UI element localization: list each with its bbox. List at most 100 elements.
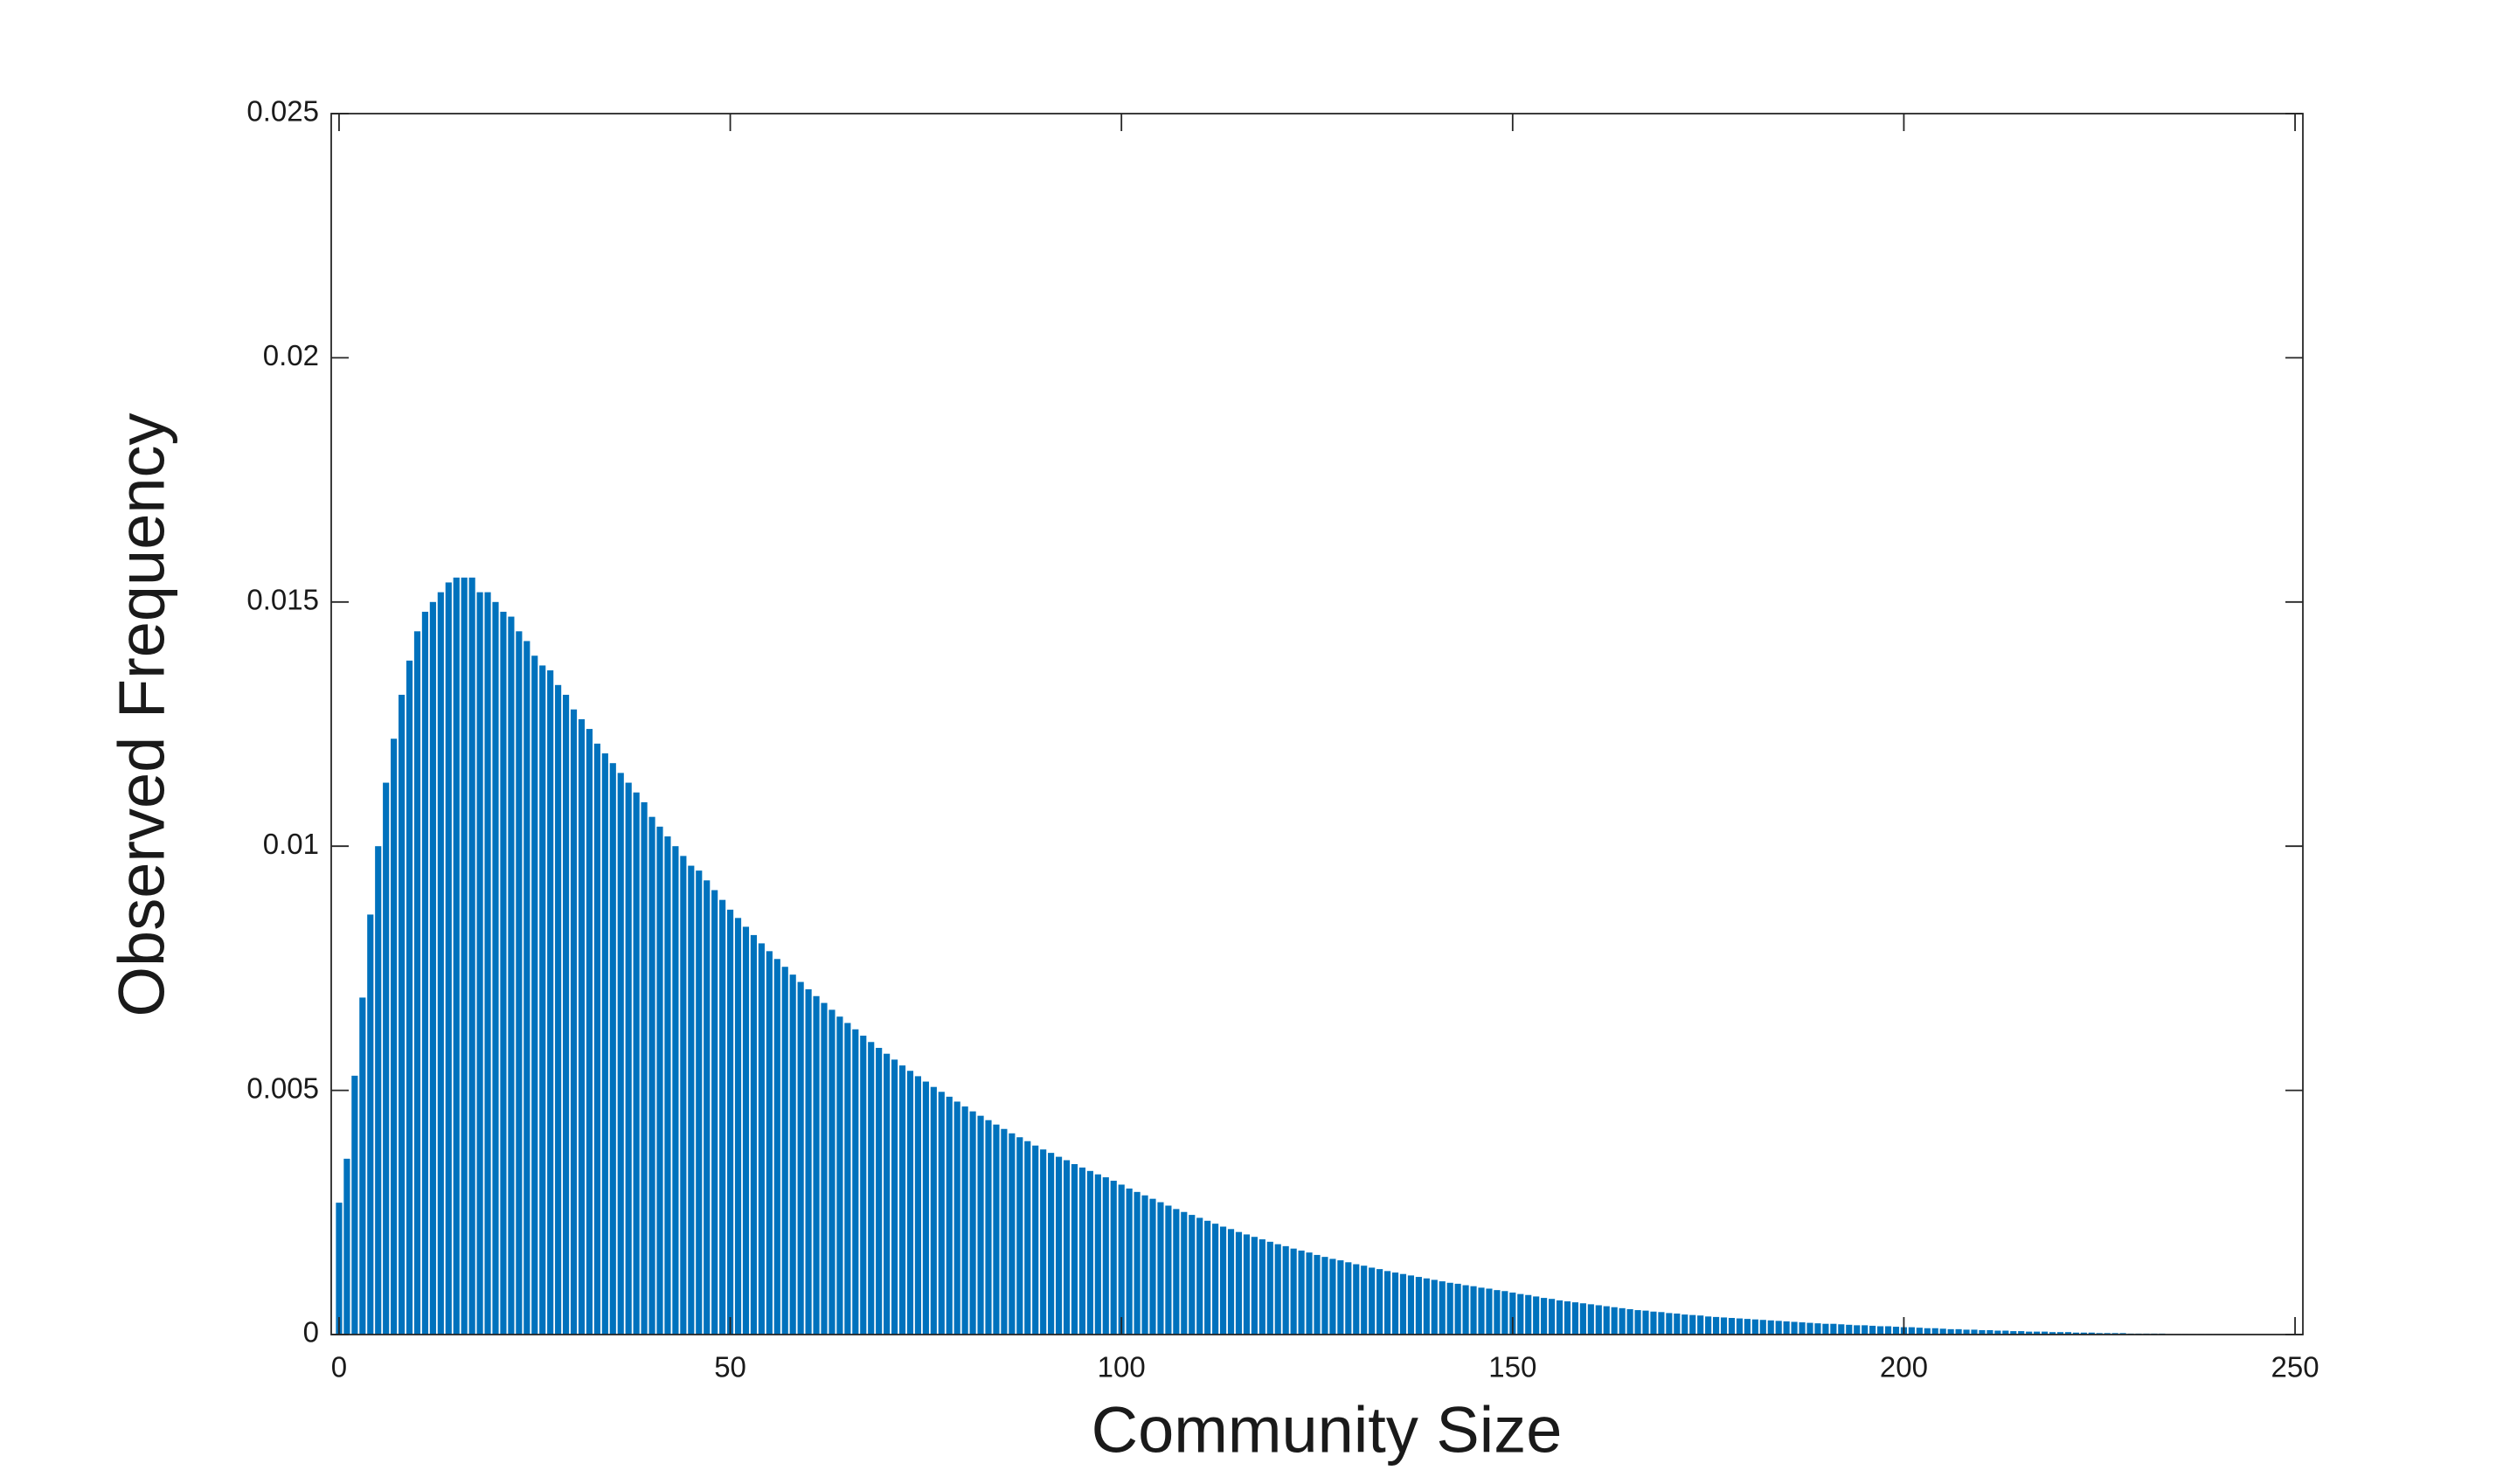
- bar: [2002, 1330, 2009, 1335]
- bar: [461, 577, 468, 1335]
- bar: [1266, 1241, 1273, 1335]
- bar: [601, 753, 608, 1335]
- bar: [641, 801, 648, 1335]
- bar: [500, 611, 507, 1335]
- bar: [1884, 1326, 1892, 1335]
- bar: [1353, 1264, 1360, 1335]
- bar: [1110, 1180, 1117, 1335]
- bar: [680, 856, 687, 1335]
- bar: [688, 865, 695, 1335]
- bar: [1314, 1254, 1321, 1335]
- bar: [539, 665, 546, 1335]
- bar: [742, 926, 750, 1335]
- bar: [1258, 1239, 1265, 1335]
- bar: [1658, 1312, 1665, 1335]
- bar: [1525, 1294, 1532, 1335]
- bar: [1571, 1302, 1579, 1335]
- bar: [1579, 1303, 1586, 1335]
- bar: [1016, 1137, 1023, 1335]
- bar: [1767, 1320, 1774, 1335]
- bar: [2034, 1331, 2041, 1335]
- bar: [719, 899, 726, 1335]
- bar: [2026, 1331, 2033, 1335]
- bar: [1446, 1282, 1453, 1335]
- bar: [1783, 1321, 1790, 1335]
- bar: [829, 1009, 836, 1335]
- bar: [1415, 1277, 1422, 1335]
- bar: [953, 1101, 960, 1335]
- bar: [1955, 1328, 1962, 1335]
- x-tick-label: 150: [1488, 1351, 1536, 1383]
- bar: [625, 782, 632, 1335]
- bar: [1939, 1328, 1946, 1335]
- bar: [1071, 1163, 1078, 1335]
- bar: [1799, 1322, 1806, 1335]
- bar: [938, 1092, 945, 1335]
- x-tick-label: 250: [2271, 1351, 2319, 1383]
- bar: [1134, 1191, 1141, 1335]
- bar: [1024, 1141, 1031, 1335]
- bar: [1290, 1248, 1297, 1335]
- bar: [1063, 1160, 1071, 1335]
- bar: [1189, 1215, 1196, 1335]
- bar: [868, 1042, 875, 1335]
- bar: [1399, 1273, 1407, 1335]
- bar: [1705, 1316, 1712, 1335]
- bar: [1822, 1323, 1829, 1335]
- bar: [1376, 1269, 1383, 1335]
- bar: [437, 592, 444, 1335]
- bar: [696, 870, 703, 1335]
- bar: [781, 967, 788, 1335]
- bar: [1361, 1266, 1368, 1335]
- bar: [1462, 1285, 1469, 1335]
- bar: [1556, 1300, 1564, 1335]
- bar: [617, 773, 624, 1335]
- bar: [1423, 1278, 1430, 1335]
- bar: [1407, 1275, 1415, 1335]
- bar: [1470, 1286, 1477, 1335]
- bar: [766, 951, 773, 1335]
- bar: [1854, 1325, 1861, 1335]
- axes-box: [330, 113, 2304, 1335]
- bar: [1078, 1167, 1086, 1335]
- bar: [884, 1053, 891, 1335]
- bar: [1642, 1310, 1649, 1335]
- bar: [1454, 1283, 1461, 1335]
- bar: [351, 1075, 358, 1335]
- bar: [1830, 1323, 1837, 1335]
- bar: [1055, 1156, 1063, 1335]
- bar: [1634, 1310, 1641, 1335]
- bar: [1306, 1252, 1313, 1335]
- bar: [844, 1023, 851, 1335]
- bar: [1548, 1299, 1556, 1335]
- bar: [1908, 1327, 1915, 1335]
- bar: [734, 918, 742, 1335]
- bar: [985, 1120, 992, 1335]
- bar: [1337, 1260, 1344, 1335]
- bar: [1838, 1324, 1845, 1335]
- bar: [1603, 1306, 1610, 1335]
- bar: [914, 1076, 922, 1335]
- bar: [343, 1158, 350, 1335]
- bar: [789, 974, 796, 1335]
- bar: [969, 1111, 976, 1335]
- bar: [578, 718, 586, 1335]
- bar: [609, 763, 616, 1335]
- bar: [336, 1203, 343, 1335]
- bar: [562, 694, 570, 1335]
- bar: [1916, 1328, 1923, 1335]
- bar: [1227, 1229, 1235, 1335]
- bar: [1587, 1304, 1594, 1335]
- bar: [1032, 1145, 1039, 1335]
- bar: [1619, 1307, 1626, 1335]
- bar: [1212, 1224, 1219, 1335]
- bar: [375, 846, 382, 1335]
- bar: [1681, 1314, 1688, 1335]
- bar: [1869, 1325, 1876, 1335]
- bar: [891, 1059, 898, 1335]
- bar: [1541, 1298, 1548, 1335]
- bar: [1697, 1315, 1704, 1335]
- x-tick-label: 200: [1880, 1351, 1928, 1383]
- bar: [1689, 1314, 1696, 1335]
- bar: [1611, 1307, 1618, 1335]
